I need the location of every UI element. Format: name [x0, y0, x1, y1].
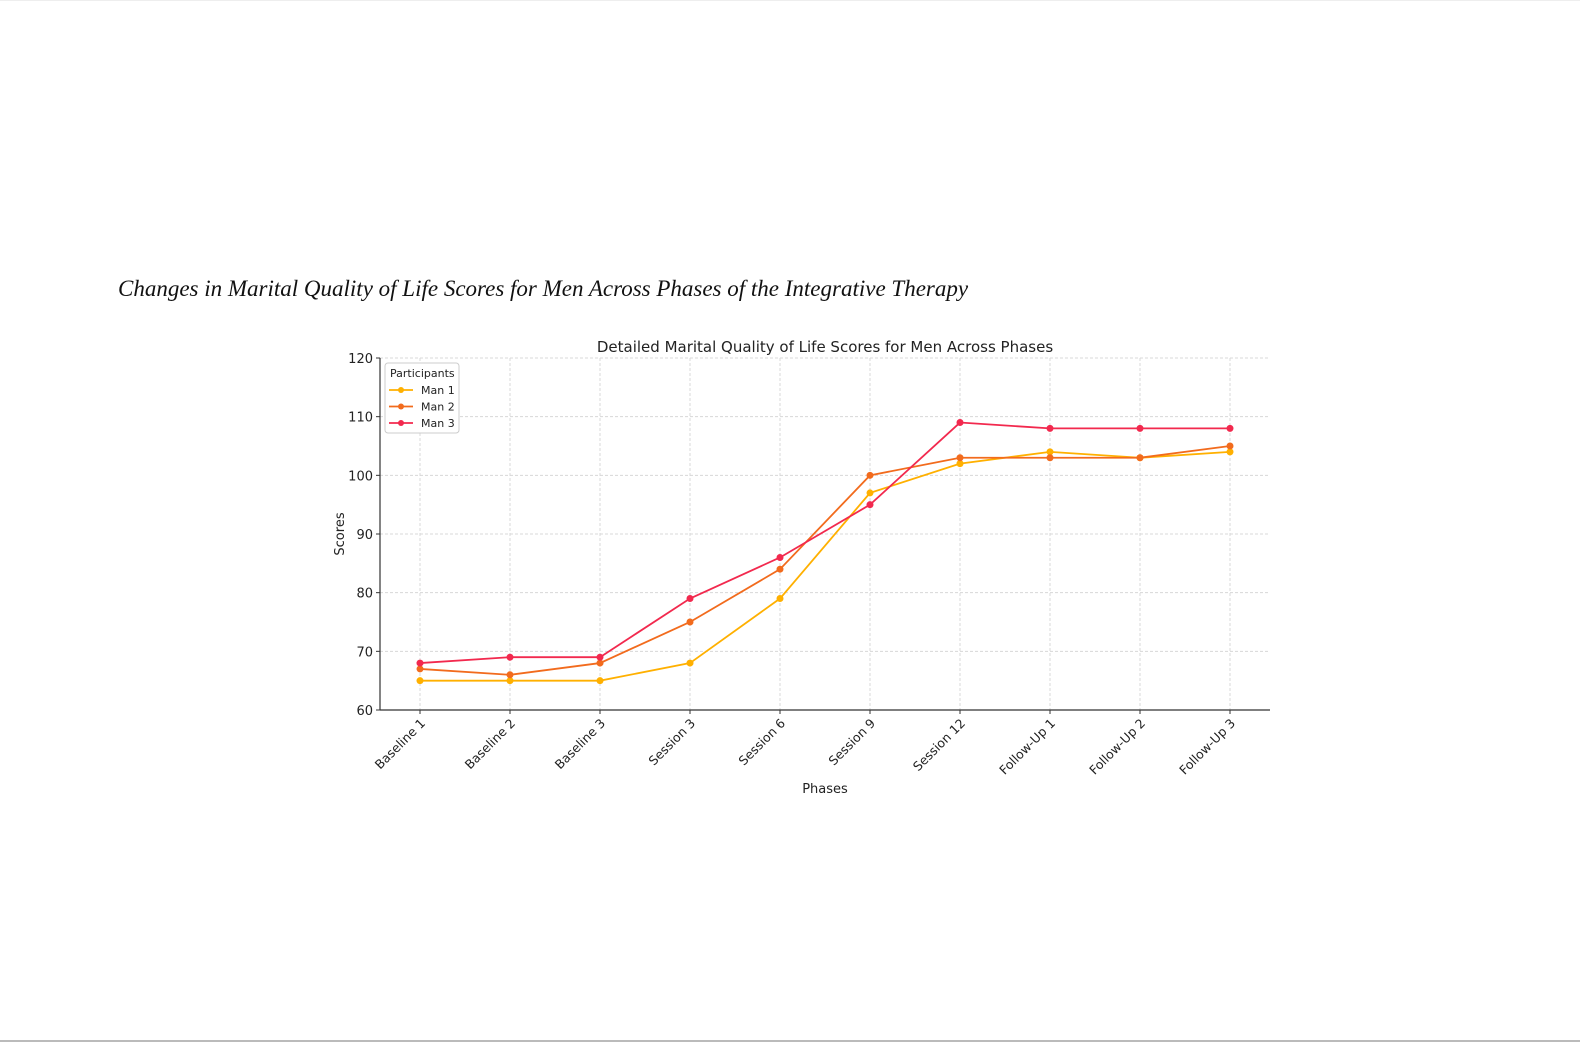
- y-axis-label: Scores: [333, 512, 348, 555]
- x-tick-label: Session 6: [735, 715, 788, 768]
- data-point: [1046, 454, 1054, 462]
- data-point: [416, 677, 424, 685]
- data-point: [776, 595, 784, 603]
- y-tick-label: 60: [356, 704, 373, 719]
- data-point: [1046, 448, 1054, 456]
- x-tick-label: Baseline 1: [372, 716, 429, 773]
- y-tick-label: 100: [348, 469, 373, 484]
- x-tick-label: Follow-Up 3: [1176, 716, 1238, 778]
- x-axis-label: Phases: [802, 782, 848, 797]
- legend-title: Participants: [390, 367, 455, 380]
- data-point: [686, 618, 694, 626]
- series-line-man-1: [420, 450, 1231, 682]
- data-point: [416, 659, 424, 667]
- data-point: [1136, 454, 1144, 462]
- x-tick-label: Session 12: [910, 716, 968, 774]
- legend-label: Man 1: [421, 384, 455, 397]
- x-tick-label: Session 3: [645, 716, 698, 769]
- series-line-man-3: [419, 421, 1230, 664]
- data-point: [596, 659, 604, 667]
- data-point: [686, 595, 694, 603]
- legend-marker: [398, 420, 404, 426]
- legend-label: Man 3: [421, 417, 455, 430]
- data-point: [1226, 448, 1234, 456]
- figure-caption: Changes in Marital Quality of Life Score…: [118, 276, 969, 301]
- data-point: [1046, 424, 1054, 432]
- legend-box: [384, 362, 460, 434]
- legend-marker: [398, 387, 404, 393]
- data-point: [866, 471, 874, 479]
- data-point: [416, 665, 424, 673]
- data-point: [506, 677, 514, 685]
- y-tick-label: 80: [356, 587, 373, 602]
- x-tick-label: Follow-Up 1: [996, 716, 1058, 778]
- chart-title: Detailed Marital Quality of Life Scores …: [597, 338, 1053, 356]
- x-tick-label: Session 9: [825, 715, 878, 768]
- series-line-man-2: [419, 445, 1231, 676]
- data-point: [956, 460, 964, 468]
- data-point: [506, 671, 514, 679]
- x-tick-label: Baseline 2: [462, 716, 519, 773]
- data-point: [596, 653, 604, 661]
- y-tick-label: 110: [348, 411, 373, 426]
- data-point: [866, 501, 874, 509]
- data-point: [1226, 442, 1234, 450]
- bottom-border: [0, 1040, 1580, 1042]
- data-point: [506, 653, 514, 661]
- data-point: [1226, 424, 1234, 432]
- data-point: [956, 454, 964, 462]
- data-point: [866, 489, 874, 497]
- top-border: [0, 0, 1580, 1]
- data-point: [686, 659, 694, 667]
- legend-label: Man 2: [421, 401, 455, 414]
- data-point: [776, 553, 784, 561]
- data-point: [596, 677, 604, 685]
- y-tick-label: 90: [356, 528, 373, 543]
- x-tick-label: Baseline 3: [552, 716, 609, 773]
- y-tick-label: 70: [356, 645, 373, 660]
- legend-marker: [398, 403, 404, 410]
- data-point: [1136, 424, 1144, 432]
- data-point: [956, 419, 964, 427]
- y-tick-label: 120: [348, 352, 373, 367]
- data-point: [776, 565, 784, 573]
- x-tick-label: Follow-Up 2: [1086, 716, 1148, 778]
